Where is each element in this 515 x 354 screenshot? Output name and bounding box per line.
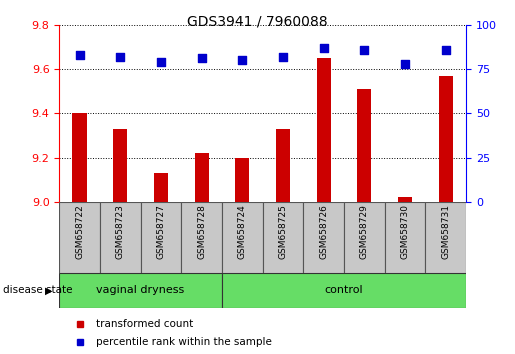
Text: percentile rank within the sample: percentile rank within the sample	[96, 337, 272, 348]
Point	[197, 56, 205, 61]
Text: GSM658731: GSM658731	[441, 204, 450, 259]
Bar	[276, 129, 290, 202]
Bar	[263, 202, 303, 273]
Text: ▶: ▶	[45, 285, 53, 295]
Text: disease state: disease state	[3, 285, 72, 295]
Point	[157, 59, 165, 65]
Text: GSM658729: GSM658729	[360, 204, 369, 259]
Point	[441, 47, 450, 52]
Bar	[357, 89, 371, 202]
Bar	[344, 202, 385, 273]
Text: GSM658722: GSM658722	[75, 204, 84, 259]
Text: control: control	[324, 285, 363, 295]
Bar	[222, 273, 466, 308]
Text: vaginal dryness: vaginal dryness	[96, 285, 185, 295]
Bar	[235, 158, 249, 202]
Point	[279, 54, 287, 59]
Text: GSM658730: GSM658730	[401, 204, 409, 259]
Point	[319, 45, 328, 51]
Bar	[317, 58, 331, 202]
Text: GSM658727: GSM658727	[157, 204, 165, 259]
Text: GSM658728: GSM658728	[197, 204, 206, 259]
Bar	[222, 202, 263, 273]
Bar	[398, 198, 412, 202]
Bar	[439, 76, 453, 202]
Bar	[154, 173, 168, 202]
Text: GSM658723: GSM658723	[116, 204, 125, 259]
Text: GSM658726: GSM658726	[319, 204, 328, 259]
Bar	[100, 202, 141, 273]
Bar	[59, 202, 100, 273]
Point	[238, 57, 246, 63]
Bar	[141, 202, 181, 273]
Point	[75, 52, 83, 58]
Bar	[181, 202, 222, 273]
Text: transformed count: transformed count	[96, 319, 193, 329]
Point	[401, 61, 409, 67]
Text: GDS3941 / 7960088: GDS3941 / 7960088	[187, 14, 328, 28]
Point	[360, 47, 368, 52]
Text: GSM658724: GSM658724	[238, 204, 247, 259]
Bar	[59, 273, 222, 308]
Bar	[73, 113, 87, 202]
Text: GSM658725: GSM658725	[279, 204, 287, 259]
Bar	[425, 202, 466, 273]
Bar	[195, 153, 209, 202]
Bar	[303, 202, 344, 273]
Bar	[113, 129, 127, 202]
Bar	[385, 202, 425, 273]
Point	[116, 54, 125, 59]
